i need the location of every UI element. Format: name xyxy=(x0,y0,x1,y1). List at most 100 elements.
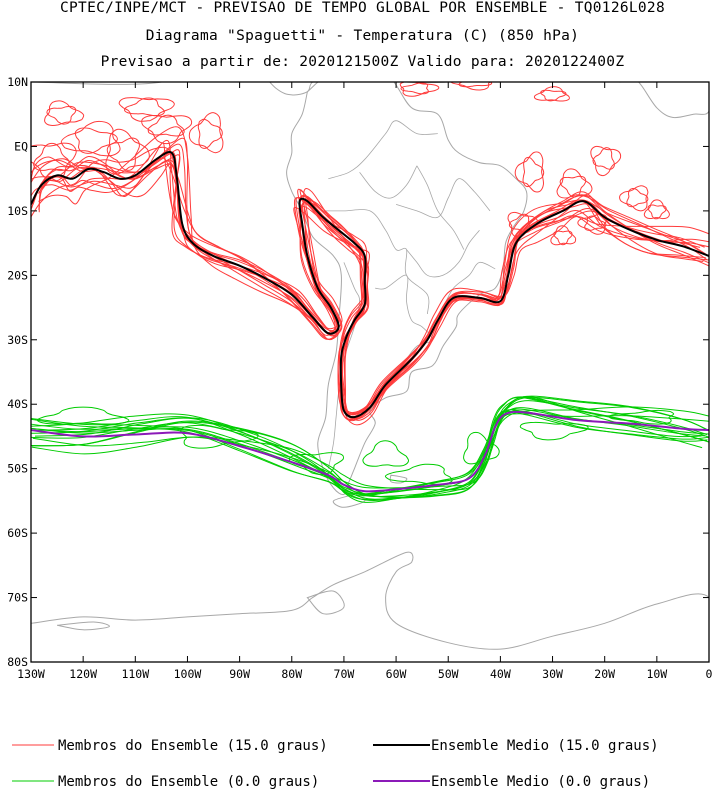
central-america-coast xyxy=(31,82,459,96)
state-border-4 xyxy=(359,165,418,199)
temp15-member-line xyxy=(31,158,709,414)
temp0-member-line xyxy=(31,406,709,491)
x-tick-label: 120W xyxy=(69,667,97,681)
legend-label-members-15: Membros do Ensemble (15.0 graus) xyxy=(58,738,328,754)
temp15-member-loop xyxy=(60,120,121,157)
y-tick-label: EQ xyxy=(14,139,28,153)
chart-title-line-2: Diagrama "Spaguetti" - Temperatura (C) (… xyxy=(145,28,580,44)
temp15-member-loop xyxy=(46,105,77,125)
temp15-member-loop xyxy=(590,145,622,177)
temp15-member-loop xyxy=(105,128,150,175)
members-15deg xyxy=(31,82,709,426)
y-tick-label: 10N xyxy=(7,75,28,89)
x-tick-label: 10W xyxy=(646,667,667,681)
plot-frame xyxy=(30,81,710,663)
temp15-member-loop xyxy=(450,82,492,91)
antarctica-coast xyxy=(31,551,709,662)
y-tick-label: 50S xyxy=(7,462,28,476)
temp15-member-loop xyxy=(647,204,667,220)
x-tick-label: 90W xyxy=(229,667,250,681)
temp15-member-loop xyxy=(626,187,649,208)
coastline-map xyxy=(31,82,709,662)
temp15-member-loop xyxy=(577,213,608,235)
mean-0deg-line xyxy=(31,410,709,493)
state-border-1 xyxy=(406,229,480,278)
temp0-member-line xyxy=(31,408,709,495)
temp15-member-loop xyxy=(141,115,193,145)
y-tick-label: 60S xyxy=(7,526,28,540)
temp15-member-line xyxy=(31,139,705,422)
temp15-member-line xyxy=(31,159,709,416)
temp15-member-loop xyxy=(643,199,670,220)
temp15-member-loop xyxy=(533,86,570,102)
temp15-member-loop xyxy=(124,97,165,117)
legend-label-members-0: Membros do Ensemble (0.0 graus) xyxy=(58,774,319,790)
temp15-member-loop xyxy=(399,82,440,97)
temp15-member-loop xyxy=(31,142,77,182)
temp15-member-loop xyxy=(559,175,587,198)
temp0-member-loop xyxy=(519,421,589,441)
temp15-member-line xyxy=(31,157,706,415)
legend-label-mean-0: Ensemble Medio (0.0 graus) xyxy=(431,774,650,790)
south-america-coast xyxy=(286,82,528,496)
temp0-member-line xyxy=(31,407,706,496)
temp15-member-line xyxy=(41,137,709,421)
x-tick-label: 100W xyxy=(174,667,202,681)
temp0-member-loop xyxy=(180,424,259,449)
andes-border xyxy=(327,262,361,469)
temp0-member-line xyxy=(31,395,709,499)
temp0-member-loop xyxy=(384,463,453,485)
temp0-member-line xyxy=(31,400,708,498)
x-tick-label: 70W xyxy=(334,667,355,681)
temp15-member-loop xyxy=(540,89,567,102)
africa-coast xyxy=(619,82,709,119)
temp15-member-loop xyxy=(458,82,493,88)
y-tick-label: 30S xyxy=(7,333,28,347)
y-tick-label: 70S xyxy=(7,591,28,605)
temp15-member-line xyxy=(37,143,709,420)
state-border-5 xyxy=(442,261,496,308)
temp15-member-loop xyxy=(33,142,71,171)
temp15-member-loop xyxy=(74,127,118,154)
chart-title-line-1: CPTEC/INPE/MCT - PREVISAO DE TEMPO GLOBA… xyxy=(60,0,665,16)
legend-label-mean-15: Ensemble Medio (15.0 graus) xyxy=(431,738,659,754)
paraguay-border xyxy=(375,274,434,360)
temp15-member-loop xyxy=(400,82,429,95)
mean-15deg-line xyxy=(31,151,709,419)
temp15-member-loop xyxy=(522,156,545,187)
temp15-member-loop xyxy=(197,118,223,149)
temp15-member-loop xyxy=(147,114,185,137)
x-tick-label: 130W xyxy=(17,667,45,681)
temp15-member-line xyxy=(38,154,708,418)
ensemble-means xyxy=(31,151,709,493)
temp15-member-loop xyxy=(106,137,140,171)
temp15-member-line xyxy=(31,155,709,415)
temp15-member-loop xyxy=(550,225,577,246)
y-tick-label: 10S xyxy=(7,204,28,218)
x-tick-label: 60W xyxy=(386,667,407,681)
x-tick-label: 50W xyxy=(438,667,459,681)
temp0-member-loop xyxy=(362,440,410,467)
temp0-member-loop xyxy=(463,431,500,465)
temp0-member-loop xyxy=(608,409,675,425)
alexander-island xyxy=(306,590,345,615)
northern-border xyxy=(328,120,438,180)
chart-title-line-3: Previsao a partir de: 2020121500Z Valido… xyxy=(100,54,625,70)
temp0-member-line xyxy=(31,396,703,503)
state-border-2 xyxy=(395,178,491,219)
x-tick-label: 0 xyxy=(706,667,713,681)
x-tick-label: 40W xyxy=(490,667,511,681)
x-tick-label: 20W xyxy=(594,667,615,681)
temp0-member-loop xyxy=(36,406,130,425)
temp15-member-loop xyxy=(619,185,649,212)
x-tick-label: 110W xyxy=(121,667,149,681)
legend: Membros do Ensemble (15.0 graus) Ensembl… xyxy=(12,738,659,790)
temp15-member-line xyxy=(31,156,704,414)
tierra-del-fuego xyxy=(332,493,366,508)
x-tick-label: 80W xyxy=(281,667,302,681)
members-0deg xyxy=(31,395,709,503)
temp15-member-loop xyxy=(118,97,175,122)
temp15-member-loop xyxy=(188,112,224,154)
